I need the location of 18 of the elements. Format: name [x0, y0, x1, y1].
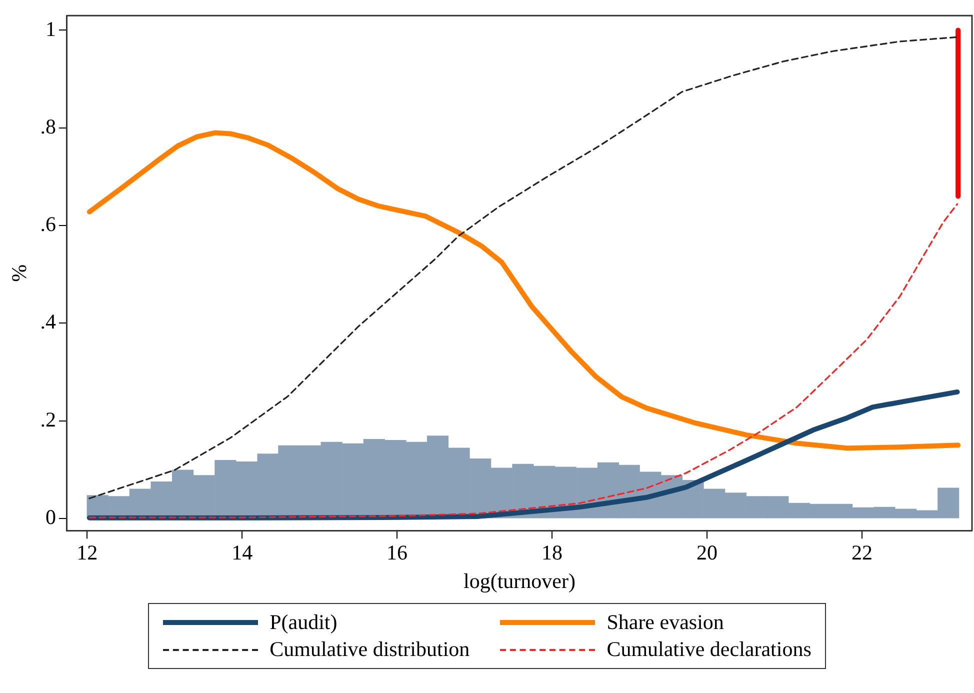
legend-label: P(audit)	[270, 610, 338, 635]
x-axis-title: log(turnover)	[463, 568, 576, 593]
x-tick-label: 20	[696, 540, 718, 565]
y-tick-label: .4	[40, 310, 56, 334]
legend-label: Cumulative distribution	[270, 637, 470, 662]
y-tick-label: .6	[40, 212, 56, 236]
y-tick-label: 0	[45, 504, 56, 529]
x-tick-label: 12	[76, 540, 98, 565]
y-axis-title: %	[7, 264, 32, 282]
x-tick-label: 14	[232, 540, 254, 565]
x-tick-label: 22	[851, 540, 872, 565]
x-tick-label: 18	[542, 540, 563, 565]
x-tick-label: 16	[386, 540, 408, 565]
legend-label: Share evasion	[606, 610, 724, 635]
y-tick-label: .2	[40, 407, 56, 432]
y-tick-label: 1	[45, 16, 56, 41]
legend-label: Cumulative declarations	[606, 637, 812, 662]
y-tick-label: .8	[40, 114, 56, 138]
